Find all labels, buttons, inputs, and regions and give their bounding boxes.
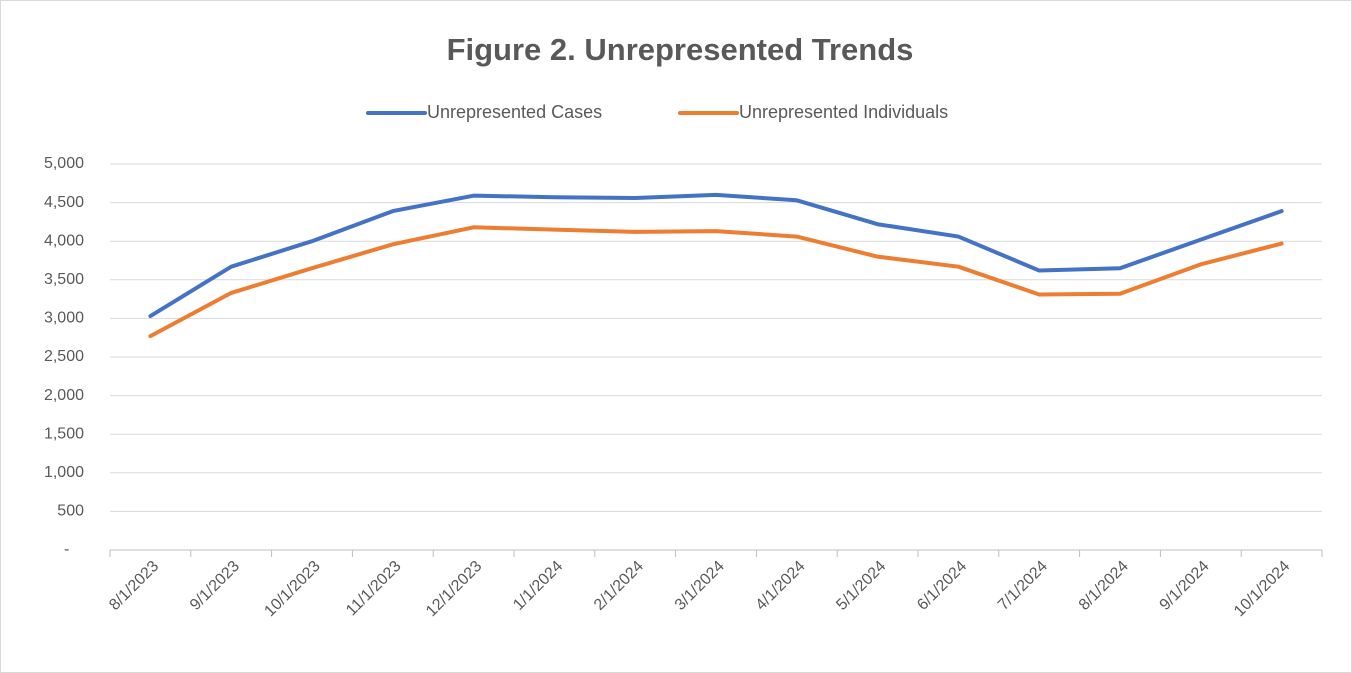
series-line — [148, 225, 1284, 339]
y-tick-label: 5,000 — [44, 155, 84, 172]
y-tick-label: 1,000 — [44, 464, 84, 481]
y-tick-label: 1,500 — [44, 425, 84, 442]
legend-label: Unrepresented Individuals — [739, 102, 948, 122]
y-tick-label: 2,000 — [44, 387, 84, 404]
series-line — [148, 192, 1284, 319]
y-tick-label: - — [64, 541, 69, 558]
y-tick-label: 3,500 — [44, 271, 84, 288]
chart-title: Figure 2. Unrepresented Trends — [447, 32, 914, 67]
y-tick-label: 2,500 — [44, 348, 84, 365]
legend-label: Unrepresented Cases — [427, 102, 602, 122]
y-tick-label: 4,000 — [44, 232, 84, 249]
y-tick-label: 3,000 — [44, 310, 84, 327]
y-tick-label: 500 — [57, 503, 84, 520]
y-tick-label: 4,500 — [44, 194, 84, 211]
